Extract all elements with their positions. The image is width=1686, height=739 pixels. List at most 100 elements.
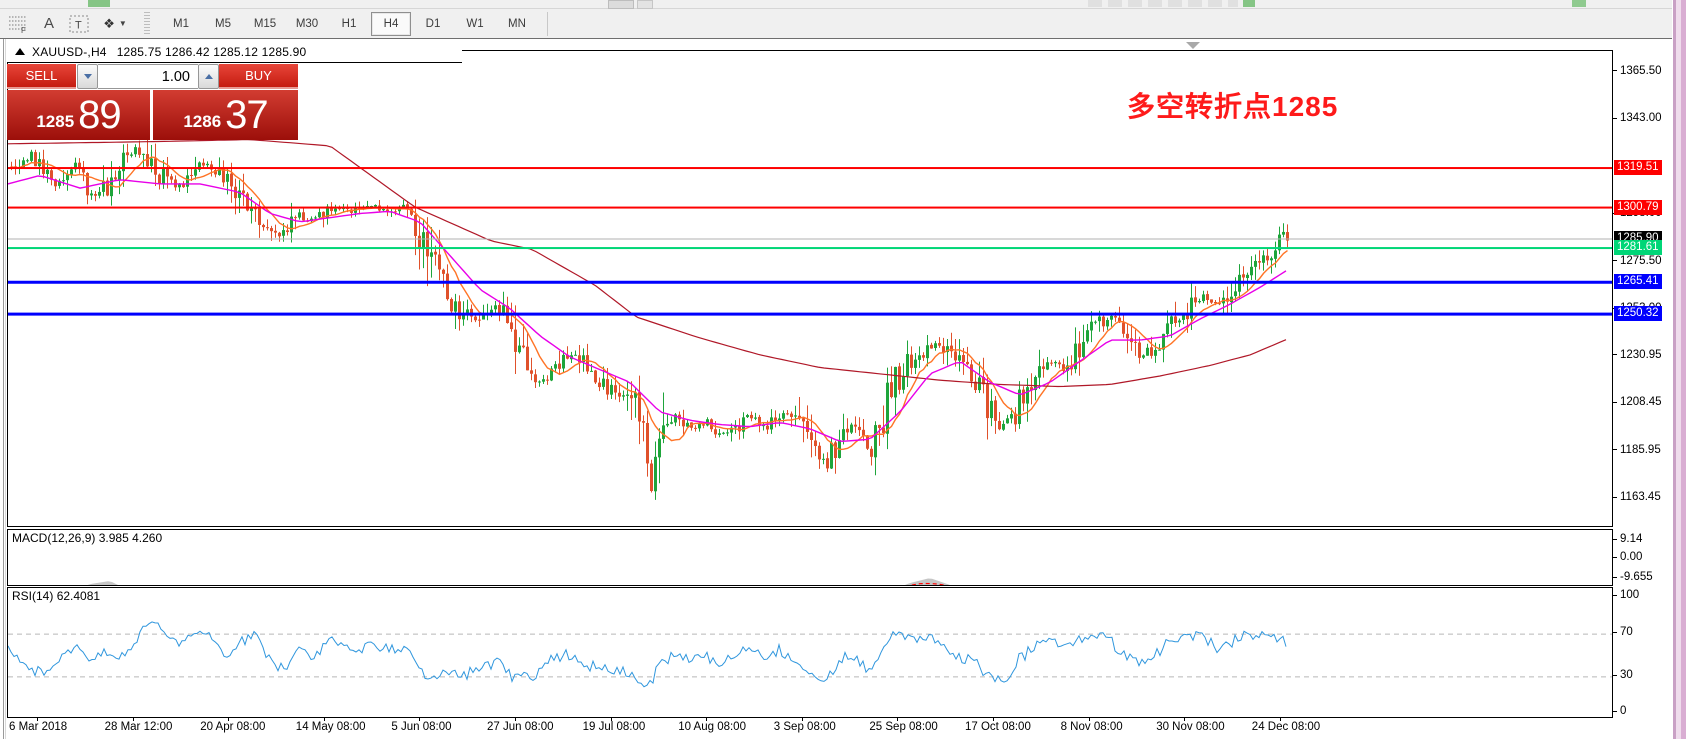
svg-text:F: F <box>21 26 26 33</box>
time-scale[interactable]: 6 Mar 2018 28 Mar 12:00 20 Apr 08:00 14 May… <box>7 718 1613 739</box>
ohlc-values: 1285.75 1286.42 1285.12 1285.90 <box>116 44 307 59</box>
time-axis-tick <box>706 718 708 721</box>
chart-annotation: 多空转折点1285 <box>1127 91 1339 122</box>
price-tick: 1163.45 <box>1613 490 1661 504</box>
timeframe-button-m15[interactable]: M15 <box>253 17 277 30</box>
top-toolbar-sliver <box>0 0 1672 9</box>
time-axis-tick <box>610 718 612 721</box>
collapse-triangle-icon[interactable] <box>15 48 25 55</box>
price-line-badge: 1281.61 <box>1614 240 1662 256</box>
time-axis-tick <box>323 718 325 721</box>
timeframe-button-w1[interactable]: W1 <box>466 17 484 30</box>
macd-values: 3.985 4.260 <box>98 531 163 545</box>
rsi-axis-label: 100 <box>1613 588 1639 602</box>
macd-panel[interactable] <box>7 529 1613 586</box>
time-axis-label: 27 Jun 08:00 <box>487 721 554 733</box>
buy-price-main: 1286 <box>183 112 222 131</box>
time-axis-tick <box>228 718 230 721</box>
shapes-icon[interactable]: ❖ ▼ <box>103 15 127 31</box>
time-axis-tick <box>1279 718 1281 721</box>
toolbar-drag-handle[interactable] <box>144 11 150 36</box>
price-line-badge: 1265.41 <box>1614 274 1662 290</box>
time-axis-tick <box>419 718 421 721</box>
time-axis-tick <box>37 718 38 721</box>
time-axis-label: 8 Nov 08:00 <box>1060 721 1123 733</box>
toolbar-fragment <box>637 0 653 9</box>
time-axis-label: 10 Aug 08:00 <box>678 721 746 733</box>
buy-button[interactable]: BUY <box>219 64 298 89</box>
toolbar-fragment <box>1572 0 1586 7</box>
toolbar-fragment <box>88 0 110 7</box>
timeframe-button-m1[interactable]: M1 <box>173 17 189 30</box>
time-axis-label: 28 Mar 12:00 <box>104 721 173 733</box>
chart-shift-marker-icon[interactable] <box>1186 42 1200 49</box>
symbol-label: XAUUSD-,H4 <box>32 44 107 59</box>
sell-price-pips: 89 <box>78 92 121 137</box>
price-tick: 1365.50 <box>1613 64 1662 78</box>
toolbar-fragment <box>1243 0 1255 7</box>
time-axis-label: 20 Apr 08:00 <box>200 721 266 733</box>
rsi-label: RSI(14) 62.4081 <box>12 589 101 603</box>
timeframe-button-h4[interactable]: H4 <box>371 11 411 36</box>
one-click-trading-widget: SELL 1.00 BUY 1285 89 1286 37 <box>7 64 298 140</box>
triangle-up-icon <box>204 74 213 79</box>
timeframe-button-d1[interactable]: D1 <box>425 17 441 30</box>
svg-text:T: T <box>75 19 82 31</box>
price-line-badge: 1250.32 <box>1614 306 1662 322</box>
macd-plot <box>87 578 950 585</box>
volume-stepper: 1.00 <box>77 64 219 89</box>
time-axis-label: 24 Dec 08:00 <box>1251 721 1321 733</box>
macd-axis-label: 9.14 <box>1613 532 1642 546</box>
price-tick: 1343.00 <box>1613 111 1662 125</box>
price-scale[interactable]: 1365.501343.001298.001275.501253.001230.… <box>1613 39 1671 739</box>
macd-label: MACD(12,26,9) 3.985 4.260 <box>12 531 163 545</box>
chevron-down-icon: ▼ <box>118 19 127 28</box>
rsi-axis-label: 70 <box>1613 625 1633 639</box>
rsi-plot <box>8 621 1612 688</box>
rsi-value: 62.4081 <box>56 589 101 603</box>
toolbar-fragment <box>608 0 634 9</box>
price-tick: 1185.95 <box>1613 443 1661 457</box>
toolbar-fragment <box>1088 0 1238 7</box>
time-axis-label: 19 Jul 08:00 <box>582 721 646 733</box>
candlestick-chart <box>8 138 1612 500</box>
text-label-icon[interactable]: T <box>66 12 92 36</box>
volume-decrease-button[interactable] <box>77 64 98 89</box>
drawing-tools-group: F A T ❖ ▼ <box>0 12 134 36</box>
price-tick: 1230.95 <box>1613 348 1662 362</box>
window-left-edge <box>3 39 4 739</box>
time-axis-tick <box>1088 718 1090 721</box>
time-axis-label: 25 Sep 08:00 <box>869 721 938 733</box>
timeframe-button-mn[interactable]: MN <box>508 17 526 30</box>
volume-increase-button[interactable] <box>198 64 219 89</box>
timeframe-button-m30[interactable]: M30 <box>295 17 319 30</box>
time-axis-tick <box>1184 718 1186 721</box>
time-axis-label: 5 Jun 08:00 <box>391 721 452 733</box>
time-axis-tick <box>515 718 516 721</box>
volume-input[interactable]: 1.00 <box>98 64 198 89</box>
chart-window: XAUUSD-,H4 1285.75 1286.42 1285.12 1285.… <box>0 38 1672 739</box>
rsi-panel[interactable] <box>7 587 1613 718</box>
text-icon[interactable]: A <box>43 15 54 32</box>
timeframe-button-m5[interactable]: M5 <box>215 17 231 30</box>
timeframe-button-h1[interactable]: H1 <box>341 17 357 30</box>
time-axis-label: 17 Oct 08:00 <box>965 721 1031 733</box>
time-axis-label: 6 Mar 2018 <box>9 721 68 733</box>
timeframe-buttons: M1 M5 M15 M30 H1 H4 D1 W1 MN <box>161 11 537 36</box>
sell-price-display[interactable]: 1285 89 <box>7 90 150 140</box>
fibonacci-icon[interactable]: F <box>6 12 32 36</box>
price-line-badge: 1300.79 <box>1614 199 1662 215</box>
time-axis-tick <box>801 718 803 721</box>
macd-axis-label: -9.655 <box>1613 570 1653 584</box>
chart-ohlc-header: XAUUSD-,H4 1285.75 1286.42 1285.12 1285.… <box>7 41 462 63</box>
time-axis-tick <box>993 718 994 721</box>
chart-toolbar: F A T ❖ ▼ M1 M5 M15 M30 H1 H4 D1 W1 MN <box>0 9 1672 39</box>
time-axis-label: 3 Sep 08:00 <box>773 721 836 733</box>
price-line-badge: 1319.51 <box>1614 160 1662 176</box>
macd-axis-label: 0.00 <box>1613 550 1642 564</box>
sell-button[interactable]: SELL <box>7 64 76 89</box>
time-axis-tick <box>132 718 134 721</box>
buy-price-display[interactable]: 1286 37 <box>153 90 298 140</box>
price-tick: 1275.50 <box>1613 254 1662 268</box>
